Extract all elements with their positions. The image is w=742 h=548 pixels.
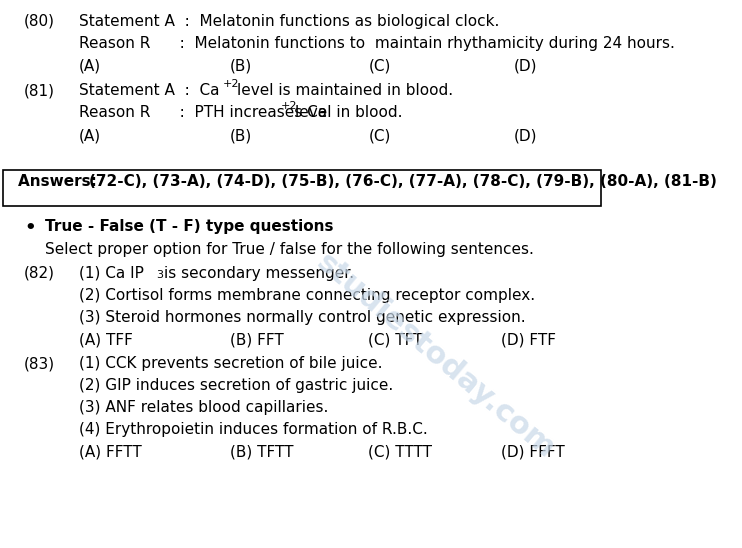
Text: Reason R      :  Melatonin functions to  maintain rhythamicity during 24 hours.: Reason R : Melatonin functions to mainta… [79,36,674,50]
Text: 3: 3 [156,270,162,279]
Text: (82): (82) [24,266,55,281]
Text: (D): (D) [513,59,537,73]
Text: (D): (D) [513,129,537,144]
Text: (81): (81) [24,83,55,98]
Text: (A) FFTT: (A) FFTT [79,445,141,460]
Text: (C) TFT: (C) TFT [369,333,423,347]
Text: (B): (B) [229,59,252,73]
Text: (2) Cortisol forms membrane connecting receptor complex.: (2) Cortisol forms membrane connecting r… [79,288,535,302]
Text: (C): (C) [369,129,391,144]
Text: (A): (A) [79,129,101,144]
Text: +2: +2 [281,101,298,111]
Text: (A): (A) [79,59,101,73]
Text: (1) CCK prevents secretion of bile juice.: (1) CCK prevents secretion of bile juice… [79,356,382,371]
Text: studiestoday.com: studiestoday.com [310,248,560,464]
Text: (72-C), (73-A), (74-D), (75-B), (76-C), (77-A), (78-C), (79-B), (80-A), (81-B): (72-C), (73-A), (74-D), (75-B), (76-C), … [89,174,718,189]
Text: level is maintained in blood.: level is maintained in blood. [237,83,453,98]
Text: (A) TFF: (A) TFF [79,333,132,347]
Text: Select proper option for True / false for the following sentences.: Select proper option for True / false fo… [45,242,534,257]
Text: Statement A  :  Melatonin functions as biological clock.: Statement A : Melatonin functions as bio… [79,14,499,28]
Text: Reason R      :  PTH increases Ca: Reason R : PTH increases Ca [79,105,326,120]
Text: True - False (T - F) type questions: True - False (T - F) type questions [45,219,334,234]
Text: (B) TFTT: (B) TFTT [229,445,293,460]
Text: (83): (83) [24,356,56,371]
Text: (4) Erythropoietin induces formation of R.B.C.: (4) Erythropoietin induces formation of … [79,422,427,437]
Text: (3) ANF relates blood capillaries.: (3) ANF relates blood capillaries. [79,400,328,415]
Text: (C): (C) [369,59,391,73]
Text: (3) Steroid hormones normally control genetic expression.: (3) Steroid hormones normally control ge… [79,310,525,324]
Text: •: • [24,219,36,237]
Text: Answers:: Answers: [18,174,108,189]
Text: (1) Ca IP: (1) Ca IP [79,266,143,281]
Text: (2) GIP induces secretion of gastric juice.: (2) GIP induces secretion of gastric jui… [79,378,393,393]
Text: level in blood.: level in blood. [295,105,403,120]
Text: (D) FTF: (D) FTF [502,333,556,347]
Text: (B) FFT: (B) FFT [229,333,283,347]
Text: (80): (80) [24,14,55,28]
Text: (B): (B) [229,129,252,144]
Text: is secondary messenger.: is secondary messenger. [164,266,355,281]
Text: (C) TTTT: (C) TTTT [369,445,433,460]
Text: Statement A  :  Ca: Statement A : Ca [79,83,219,98]
Text: (D) FFFT: (D) FFFT [502,445,565,460]
FancyBboxPatch shape [3,170,601,206]
Text: +2: +2 [223,79,239,89]
